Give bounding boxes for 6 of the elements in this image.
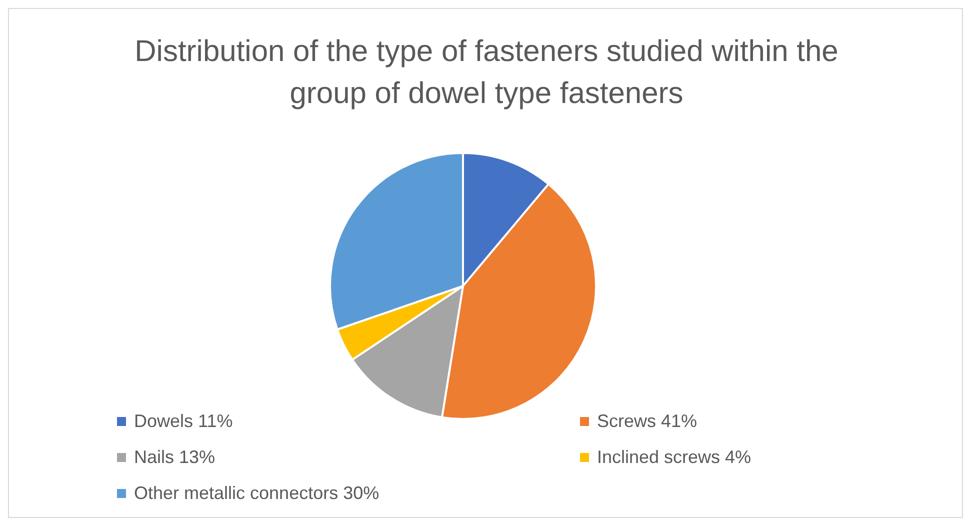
- chart-title: Distribution of the type of fasteners studied within the group of dowel type fasteners: [134, 34, 840, 112]
- legend-label: Inclined screws 4%: [597, 446, 752, 468]
- legend-label: Nails 13%: [134, 446, 216, 468]
- legend-label: Other metallic connectors 30%: [134, 482, 380, 504]
- legend-label: Dowels 11%: [134, 410, 233, 432]
- legend-label: Screws 41%: [597, 410, 698, 432]
